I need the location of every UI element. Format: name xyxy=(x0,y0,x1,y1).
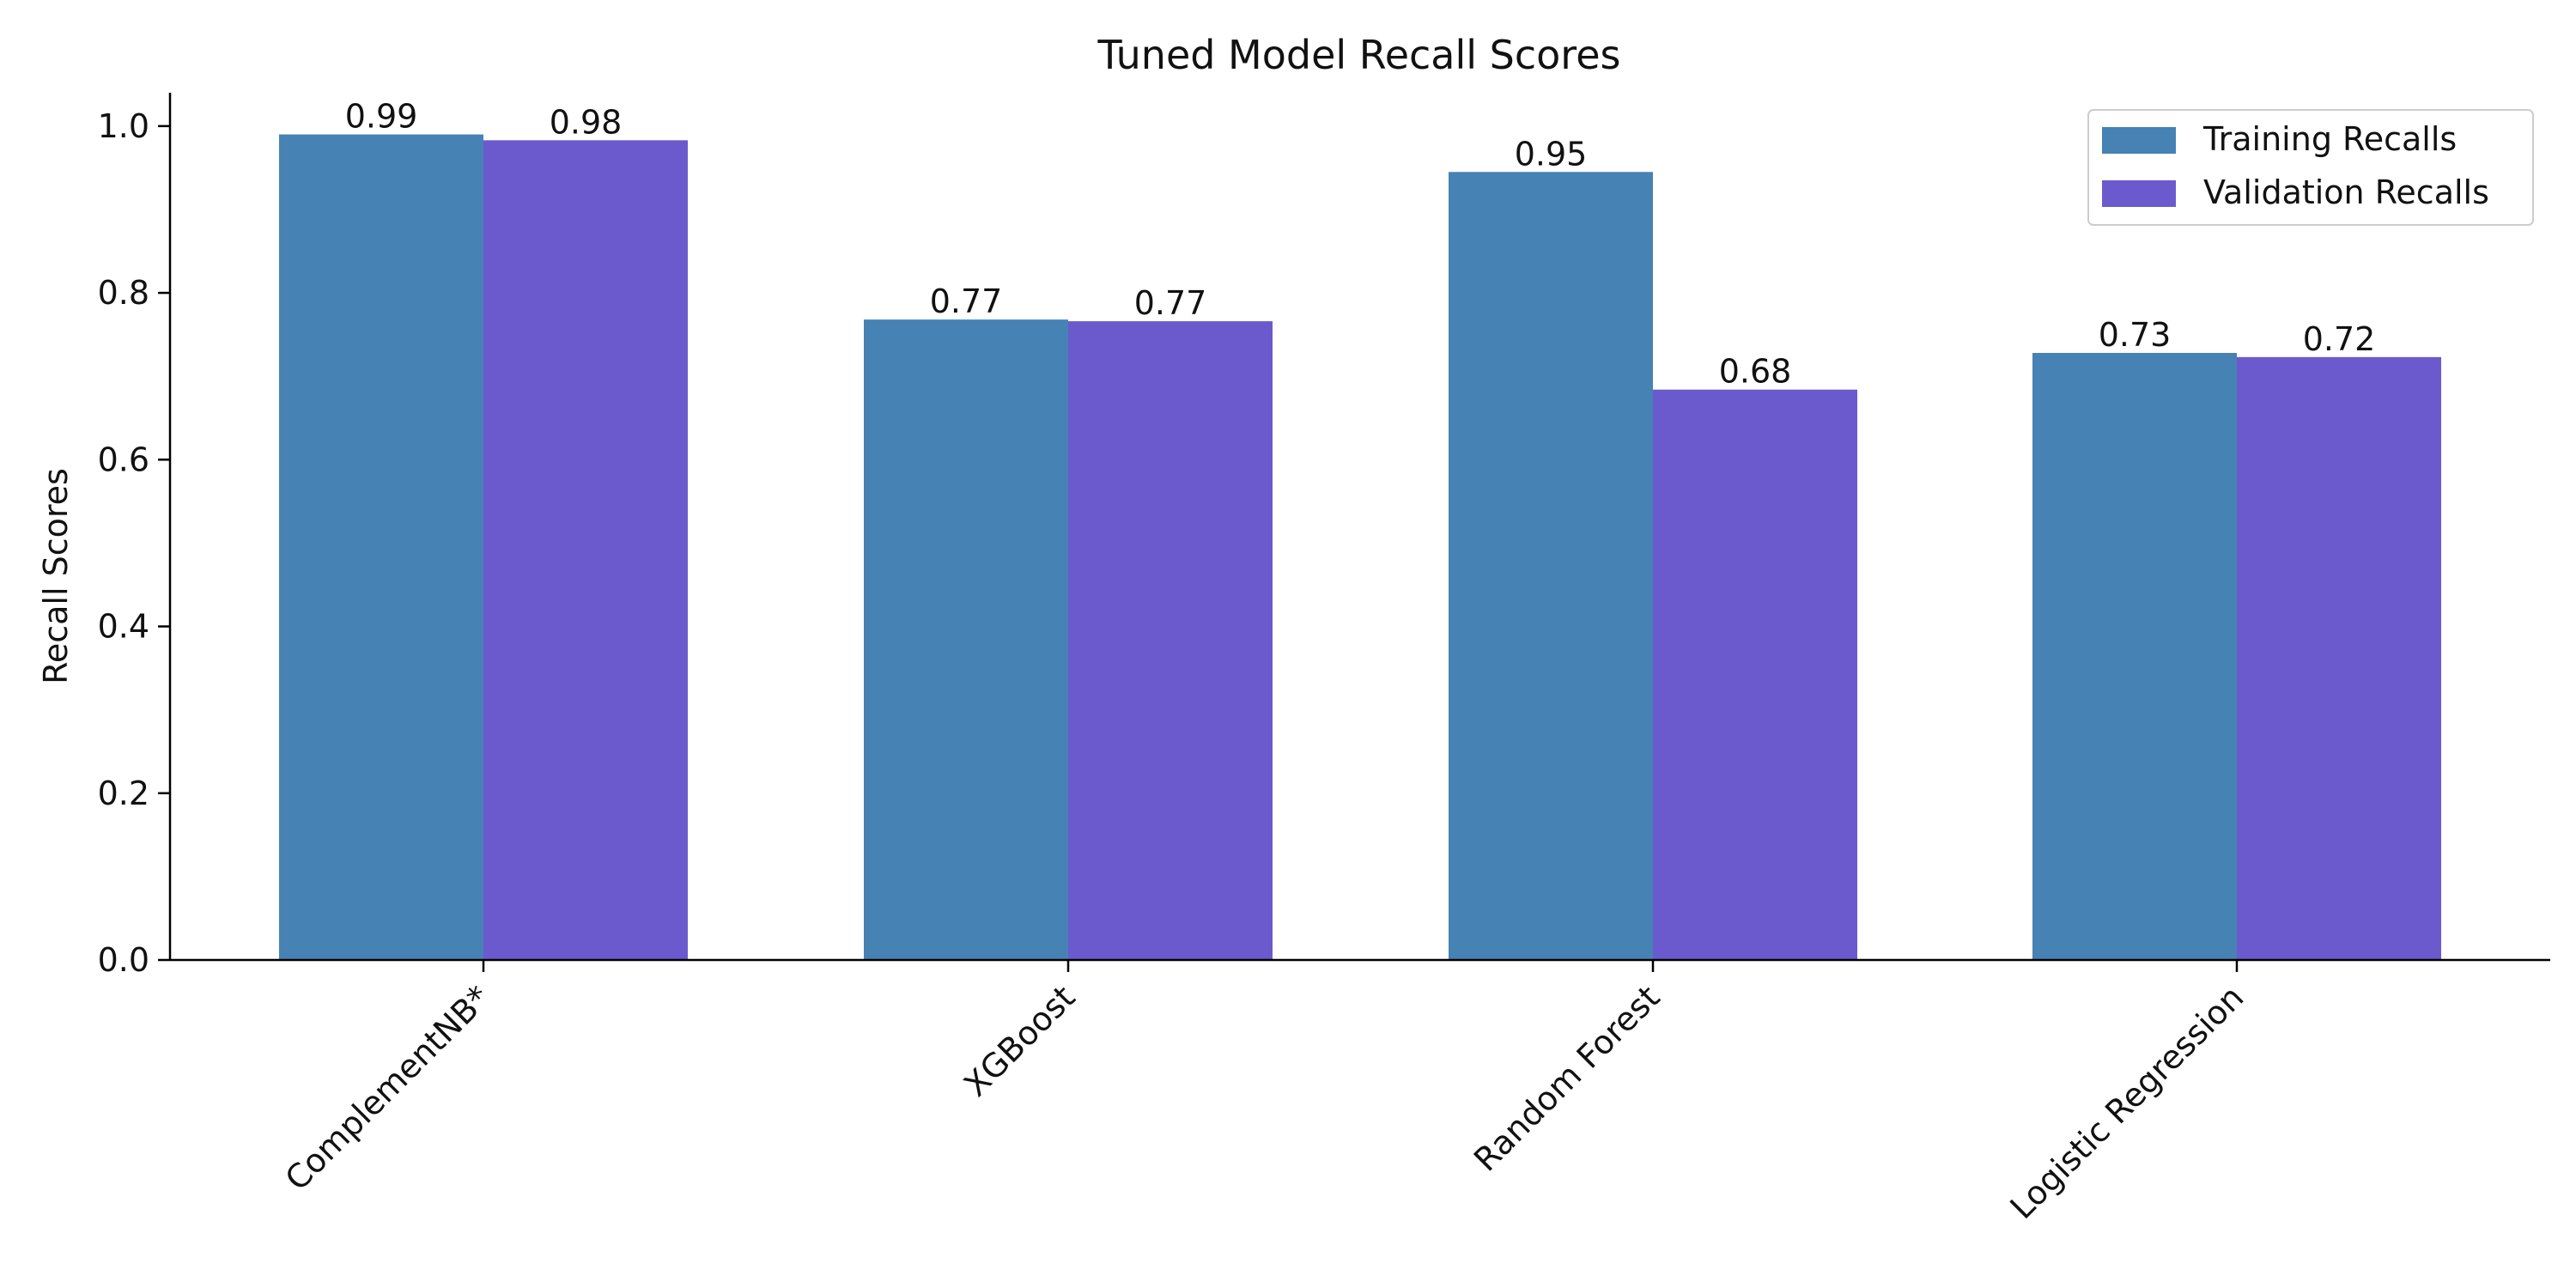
bar-value-label: 0.77 xyxy=(1134,284,1207,322)
bar-validation-2 xyxy=(1653,389,1857,960)
legend-label-training: Training Recalls xyxy=(2202,120,2457,158)
legend-swatch-training xyxy=(2102,127,2176,154)
bar-training-2 xyxy=(1449,172,1653,960)
legend: Training Recalls Validation Recalls xyxy=(2087,109,2534,226)
y-axis-label: Recall Scores xyxy=(37,468,75,684)
bar-value-label: 0.77 xyxy=(930,283,1003,320)
x-tick-label: XGBoost xyxy=(957,978,1082,1103)
y-tick-label: 0.8 xyxy=(98,274,149,312)
y-tick-label: 1.0 xyxy=(98,107,149,145)
bar-training-3 xyxy=(2032,353,2237,960)
y-tick-label: 0.2 xyxy=(98,775,149,812)
plot-area: 0.99 0.77 0.95 0.73 0.98 0.77 0.68 0.72 0.0 0.2 0.… xyxy=(37,93,2550,979)
y-tick-label: 0.0 xyxy=(98,941,149,979)
bar-training-1 xyxy=(864,319,1068,961)
chart-title: Tuned Model Recall Scores xyxy=(1097,32,1621,78)
bar-value-label: 0.98 xyxy=(550,103,623,141)
bar-value-label: 0.72 xyxy=(2303,320,2376,358)
bar-value-label: 0.73 xyxy=(2099,316,2172,354)
bar-value-label: 0.95 xyxy=(1515,135,1588,173)
bar-validation-1 xyxy=(1068,321,1273,960)
legend-swatch-validation xyxy=(2102,180,2176,207)
bar-value-label: 0.99 xyxy=(345,98,418,136)
bar-validation-0 xyxy=(483,140,688,960)
x-tick-label: ComplementNB* xyxy=(278,978,498,1198)
bar-validation-3 xyxy=(2237,356,2441,960)
bar-training-0 xyxy=(279,134,483,961)
x-tick-label: Random Forest xyxy=(1467,978,1667,1178)
x-tick-label: Logistic Regression xyxy=(2002,978,2251,1226)
y-tick-label: 0.6 xyxy=(98,440,149,478)
legend-label-validation: Validation Recalls xyxy=(2203,173,2489,211)
bar-value-label: 0.68 xyxy=(1719,353,1792,391)
legend-box xyxy=(2087,109,2534,226)
y-tick-label: 0.4 xyxy=(98,608,149,646)
